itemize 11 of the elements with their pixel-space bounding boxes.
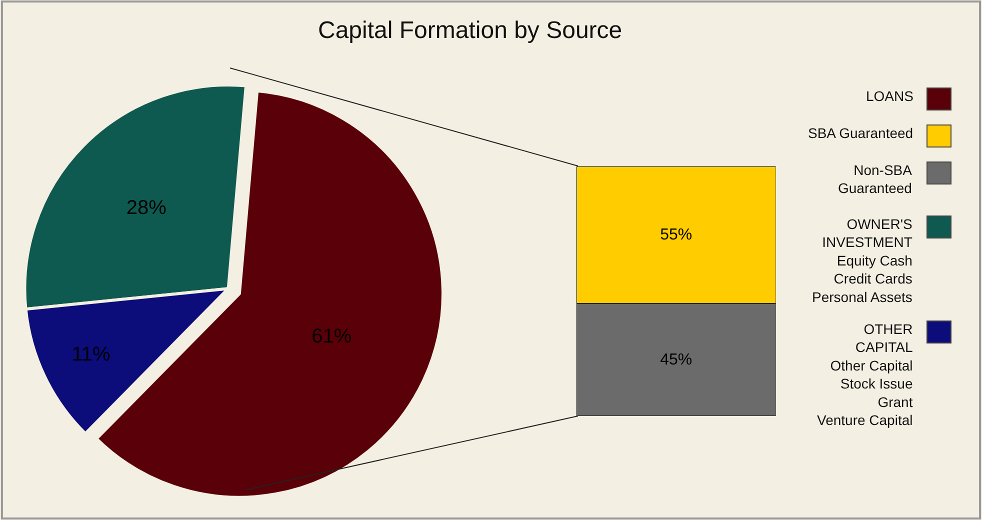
data-label: 45% bbox=[660, 351, 692, 368]
chart-title: Capital Formation by Source bbox=[318, 17, 622, 44]
data-label: 28% bbox=[126, 196, 167, 219]
legend-label: OWNER'S INVESTMENT Equity Cash Credit Cards Personal Assets bbox=[812, 216, 913, 305]
data-label: 11% bbox=[72, 343, 111, 366]
legend-label: LOANS bbox=[866, 88, 914, 104]
data-label: 61% bbox=[312, 325, 352, 348]
legend-label: OTHER CAPITAL Other Capital Stock Issue Grant Venture Capital bbox=[817, 321, 913, 428]
data-label: 55% bbox=[660, 226, 692, 244]
text: SBA Guaranteed bbox=[808, 125, 914, 141]
legend-label: Non-SBA Guaranteed bbox=[838, 162, 913, 196]
